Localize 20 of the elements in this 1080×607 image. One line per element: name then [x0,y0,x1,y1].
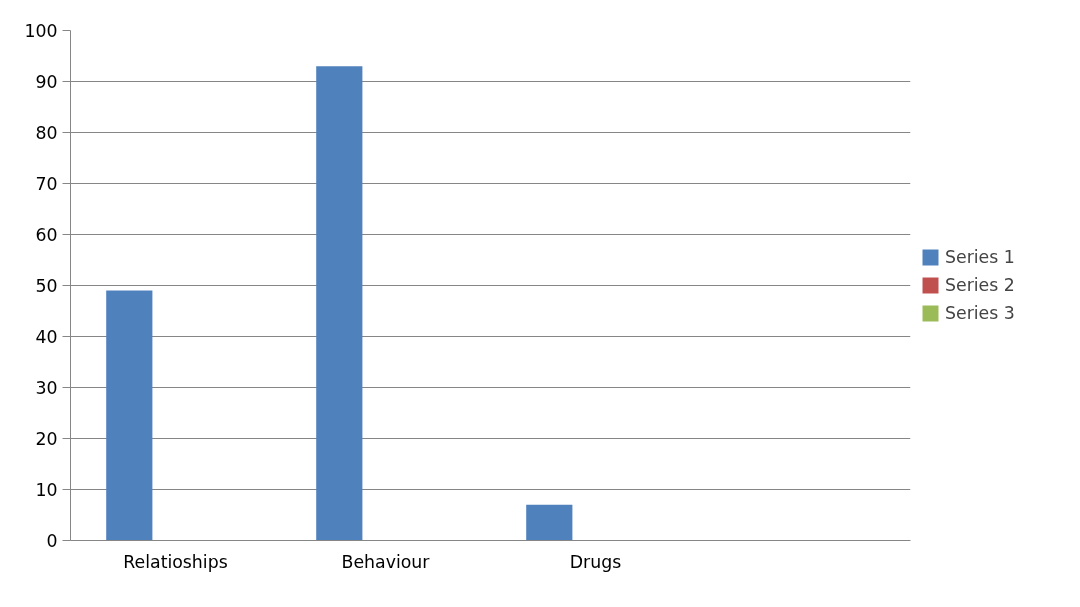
y-tick-label: 80 [35,123,58,143]
y-tick-label: 60 [35,225,58,245]
y-tick-label: 30 [35,378,58,398]
y-tick-label: 50 [35,276,58,296]
legend-label: Series 2 [945,275,1015,295]
bar [106,290,153,541]
legend-label: Series 1 [945,247,1015,267]
y-tick-label: 10 [35,480,58,500]
bar [526,504,573,541]
bar [316,66,363,541]
y-tick-label: 70 [35,174,58,194]
y-tick-label: 40 [35,327,58,347]
y-tick-label: 0 [46,531,58,551]
x-tick-label: Relatioships [123,551,228,572]
x-tick-label: Behaviour [341,551,431,572]
y-tick-label: 100 [24,21,58,41]
y-tick-label: 90 [35,72,58,92]
legend-label: Series 3 [945,303,1015,323]
y-tick-label: 20 [35,429,58,449]
x-tick-label: Drugs [569,551,622,572]
